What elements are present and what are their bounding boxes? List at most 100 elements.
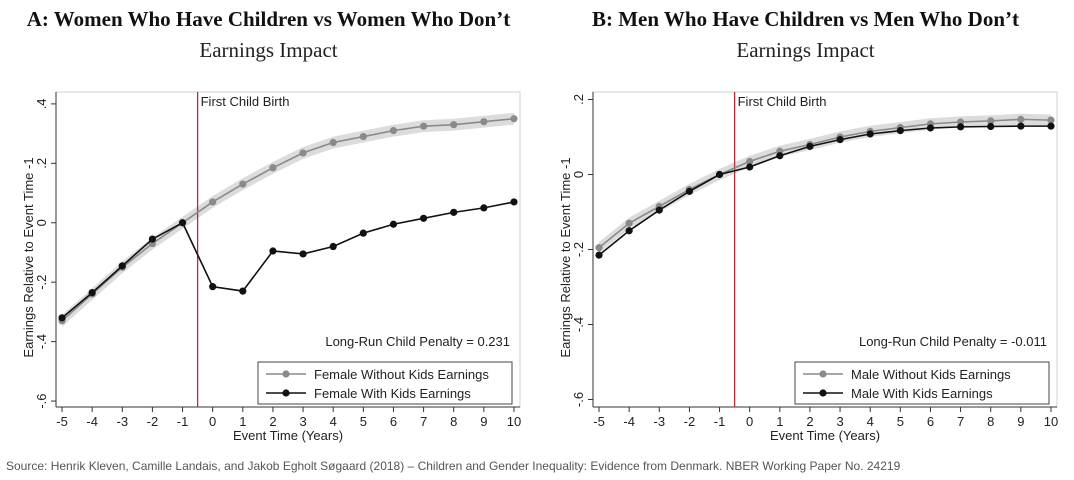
data-point xyxy=(1017,122,1025,130)
x-tick-label: -1 xyxy=(177,414,189,429)
x-tick-label: -5 xyxy=(56,414,68,429)
legend-label: Female With Kids Earnings xyxy=(314,386,471,401)
chart-men: -5 -4 -3 -2 -1 0 1 2 3 4 5 6 7 8 9 10 .2 0 -.2 -.4 -.6 Event … xyxy=(558,91,1058,443)
plot-frame xyxy=(55,91,521,408)
data-point xyxy=(866,130,874,138)
x-tick-label: 5 xyxy=(360,414,367,429)
x-tick-label: 7 xyxy=(420,414,427,429)
chart-subtitle: Earnings Impact xyxy=(736,38,875,62)
x-tick-label: 10 xyxy=(1044,414,1058,429)
child-penalty-annotation: Long-Run Child Penalty = 0.231 xyxy=(325,334,510,349)
data-point xyxy=(746,157,754,165)
y-tick-label: .4 xyxy=(34,98,49,109)
y-tick-label: -.2 xyxy=(571,242,586,257)
legend-marker xyxy=(819,389,827,397)
x-tick-label: 7 xyxy=(957,414,964,429)
chart-title: B: Men Who Have Children vs Men Who Don’… xyxy=(591,7,1020,31)
x-tick-label: -4 xyxy=(623,414,635,429)
data-point xyxy=(209,283,217,291)
x-tick-label: 2 xyxy=(806,414,813,429)
data-point xyxy=(510,115,518,123)
data-point xyxy=(480,204,488,212)
x-tick-label: -2 xyxy=(684,414,696,429)
confidence-band xyxy=(62,112,514,327)
data-point xyxy=(419,122,428,130)
data-point xyxy=(776,152,784,160)
x-tick-label: 3 xyxy=(299,414,306,429)
data-point xyxy=(58,314,66,322)
data-point xyxy=(625,227,633,235)
source-note: Source: Henrik Kleven, Camille Landais, … xyxy=(6,459,901,473)
legend-marker xyxy=(819,370,827,378)
x-axis-label: Event Time (Years) xyxy=(770,428,880,443)
x-tick-label: 4 xyxy=(330,414,337,429)
data-point xyxy=(299,250,307,258)
legend-box xyxy=(257,361,513,405)
panel-men: B: Men Who Have Children vs Men Who Don’… xyxy=(537,0,1074,455)
data-point xyxy=(450,208,458,216)
y-tick-label: -.4 xyxy=(34,334,49,349)
data-point xyxy=(329,138,337,147)
data-point xyxy=(987,117,995,125)
data-point xyxy=(715,170,724,179)
data-point xyxy=(359,229,367,237)
y-tick-label: -.2 xyxy=(34,275,49,290)
legend-label: Male Without Kids Earnings xyxy=(851,367,1011,382)
data-point xyxy=(595,251,603,259)
x-tick-label: -5 xyxy=(593,414,605,429)
data-point xyxy=(926,124,935,132)
x-tick-label: 0 xyxy=(746,414,753,429)
series-line xyxy=(598,125,1051,256)
data-point xyxy=(239,180,247,188)
y-tick-label: .2 xyxy=(571,94,586,105)
confidence-band xyxy=(599,113,1051,254)
data-point xyxy=(685,187,694,195)
x-tick-label: -4 xyxy=(86,414,98,429)
legend-marker xyxy=(282,389,290,397)
legend-marker xyxy=(282,370,290,378)
y-axis-label: Earnings Relative to Event Time -1 xyxy=(21,157,36,357)
x-tick-label: 2 xyxy=(269,414,276,429)
x-tick-label: 9 xyxy=(480,414,487,429)
data-point xyxy=(1047,122,1055,130)
data-point xyxy=(595,244,603,252)
x-tick-label: 6 xyxy=(927,414,934,429)
event-line-label: First Child Birth xyxy=(201,94,290,109)
data-point xyxy=(359,132,367,141)
legend-box xyxy=(794,361,1050,405)
data-point xyxy=(178,219,187,227)
series-line xyxy=(598,118,1051,249)
x-tick-label: 0 xyxy=(209,414,216,429)
data-point xyxy=(299,149,307,157)
series-line xyxy=(61,201,515,319)
y-tick-label: -.4 xyxy=(571,317,586,332)
data-point xyxy=(269,247,277,255)
data-point xyxy=(956,123,965,131)
panel-women: A: Women Who Have Children vs Women Who … xyxy=(0,0,537,455)
x-tick-label: 5 xyxy=(897,414,904,429)
x-tick-label: 9 xyxy=(1017,414,1024,429)
data-point xyxy=(987,122,995,131)
series-line xyxy=(61,117,515,322)
y-tick-label: -.6 xyxy=(34,393,49,408)
data-point xyxy=(806,142,814,150)
data-point xyxy=(239,287,247,295)
x-tick-label: 8 xyxy=(987,414,994,429)
chart-subtitle: Earnings Impact xyxy=(199,38,338,62)
y-tick-label: -.6 xyxy=(571,392,586,407)
y-axis-label: Earnings Relative to Event Time -1 xyxy=(558,157,573,357)
data-point xyxy=(419,214,428,222)
x-tick-label: -3 xyxy=(654,414,666,429)
x-tick-label: 6 xyxy=(390,414,397,429)
data-point xyxy=(450,121,458,129)
data-point xyxy=(836,136,844,144)
x-axis-label: Event Time (Years) xyxy=(233,428,343,443)
data-point xyxy=(480,118,488,126)
data-point xyxy=(510,198,518,206)
child-penalty-annotation: Long-Run Child Penalty = -0.011 xyxy=(859,334,1047,349)
data-point xyxy=(88,288,96,297)
x-tick-label: -1 xyxy=(714,414,726,429)
x-tick-label: -2 xyxy=(147,414,159,429)
data-point xyxy=(148,235,157,243)
legend-label: Female Without Kids Earnings xyxy=(314,367,489,382)
